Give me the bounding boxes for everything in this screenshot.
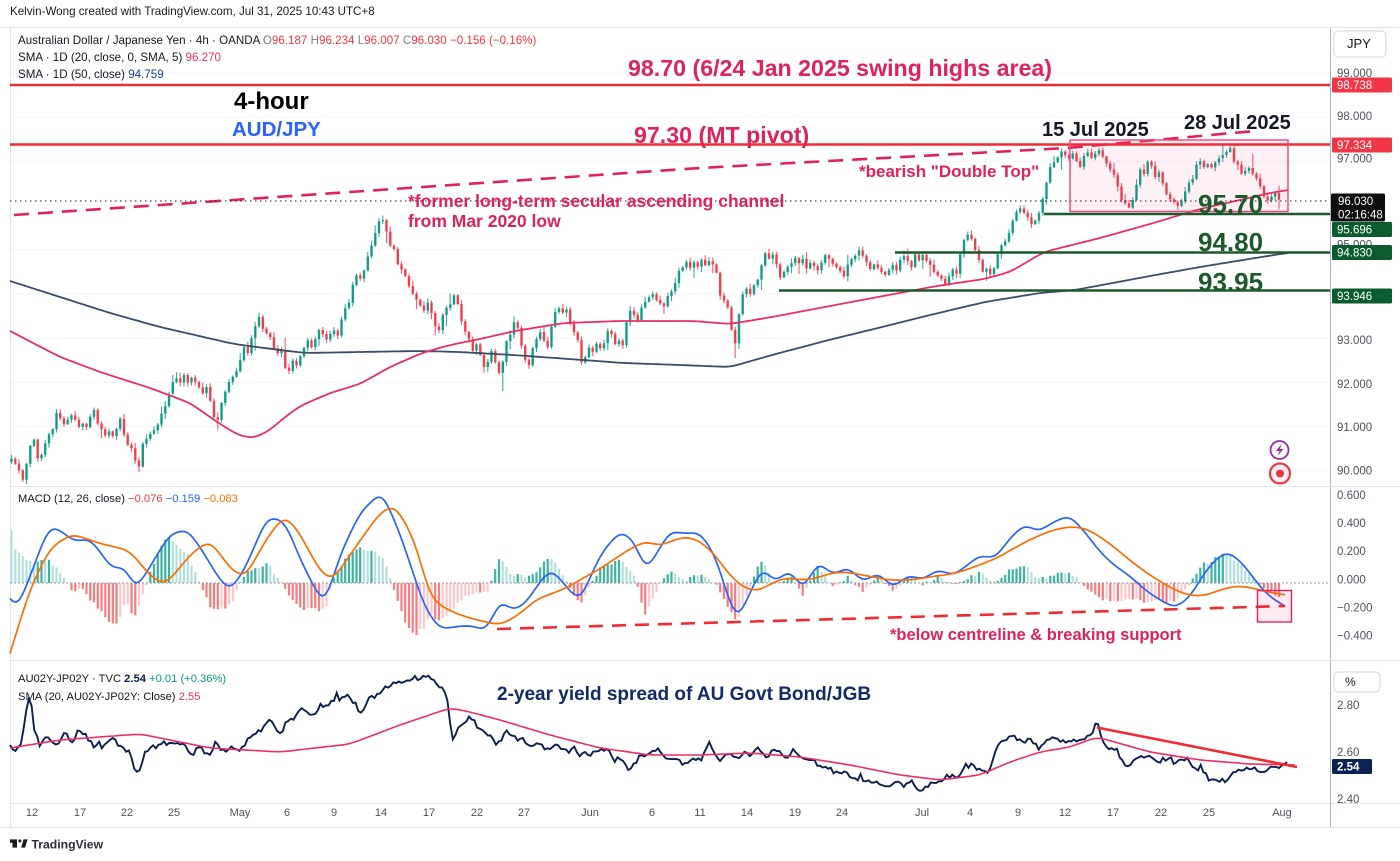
svg-text:96.030: 96.030 [1338,196,1373,208]
svg-text:14: 14 [375,807,387,819]
svg-text:4-hour: 4-hour [234,88,309,115]
svg-text:97.000: 97.000 [1337,154,1372,166]
svg-text:92.000: 92.000 [1337,379,1372,391]
svg-text:28 Jul 2025: 28 Jul 2025 [1184,112,1291,134]
svg-text:*bearish "Double Top": *bearish "Double Top" [859,162,1039,181]
svg-text:02:16:48: 02:16:48 [1338,210,1383,222]
svg-text:4: 4 [967,807,973,819]
svg-text:9: 9 [1015,807,1021,819]
svg-text:−0.200: −0.200 [1337,603,1373,615]
svg-text:15 Jul 2025: 15 Jul 2025 [1042,119,1149,141]
svg-text:JPY: JPY [1347,36,1371,51]
svg-text:95.70: 95.70 [1198,189,1263,219]
svg-text:0.400: 0.400 [1337,518,1366,530]
svg-text:17: 17 [1107,807,1119,819]
svg-text:6: 6 [649,807,655,819]
svg-text:TradingView: TradingView [32,838,104,852]
svg-text:SMA · 1D (20, close, 0, SMA, 5: SMA · 1D (20, close, 0, SMA, 5) 96.270 [18,51,221,64]
svg-text:SMA · 1D (50, close) 94.759: SMA · 1D (50, close) 94.759 [18,68,164,81]
svg-text:93.000: 93.000 [1337,335,1372,347]
svg-text:98.70 (6/24 Jan 2025 swing hig: 98.70 (6/24 Jan 2025 swing highs area) [628,55,1052,81]
svg-text:AU02Y-JP02Y · TVC 2.54 +0.01 (: AU02Y-JP02Y · TVC 2.54 +0.01 (+0.36%) [18,673,226,685]
svg-text:2.80: 2.80 [1337,700,1359,712]
svg-text:24: 24 [836,807,848,819]
svg-text:97.30 (MT pivot): 97.30 (MT pivot) [634,122,809,148]
svg-text:2.54: 2.54 [1337,762,1360,774]
svg-text:22: 22 [121,807,133,819]
svg-text:17: 17 [423,807,435,819]
svg-text:19: 19 [789,807,801,819]
svg-text:99.000: 99.000 [1337,68,1372,80]
svg-text:0.600: 0.600 [1337,490,1366,502]
svg-text:14: 14 [741,807,753,819]
svg-text:98.000: 98.000 [1337,111,1372,123]
svg-text:91.000: 91.000 [1337,422,1372,434]
svg-text:98.738: 98.738 [1337,80,1372,92]
svg-text:Aug: Aug [1272,807,1292,819]
svg-text:−0.400: −0.400 [1337,631,1373,643]
svg-text:%: % [1345,675,1356,689]
svg-text:0.200: 0.200 [1337,546,1366,558]
svg-text:12: 12 [26,807,38,819]
svg-text:Jul: Jul [915,807,929,819]
svg-text:93.946: 93.946 [1337,291,1372,303]
svg-text:95.696: 95.696 [1337,225,1372,237]
svg-text:25: 25 [1203,807,1215,819]
svg-text:*below centreline & breaking s: *below centreline & breaking support [890,626,1182,644]
svg-text:22: 22 [471,807,483,819]
svg-text:94.830: 94.830 [1337,248,1372,260]
svg-text:Australian Dollar / Japanese Y: Australian Dollar / Japanese Yen · 4h · … [18,34,536,47]
svg-text:2.60: 2.60 [1337,747,1359,759]
svg-text:90.000: 90.000 [1337,466,1372,478]
svg-text:from Mar 2020 low: from Mar 2020 low [408,211,561,231]
svg-text:9: 9 [331,807,337,819]
svg-text:22: 22 [1155,807,1167,819]
svg-text:MACD (12, 26, close) −0.076 −0: MACD (12, 26, close) −0.076 −0.159 −0.08… [18,493,238,505]
svg-text:0.000: 0.000 [1337,575,1366,587]
svg-text:94.80: 94.80 [1198,227,1263,257]
svg-text:93.95: 93.95 [1198,267,1263,297]
svg-text:2-year yield spread of AU Govt: 2-year yield spread of AU Govt Bond/JGB [497,684,871,705]
svg-text:6: 6 [284,807,290,819]
svg-text:Jun: Jun [581,807,599,819]
svg-text:*former long-term secular asce: *former long-term secular ascending chan… [408,191,784,211]
svg-text:May: May [230,807,251,819]
svg-text:11: 11 [694,807,705,819]
svg-text:27: 27 [518,807,530,819]
svg-text:97.334: 97.334 [1337,140,1373,152]
svg-text:AUD/JPY: AUD/JPY [232,118,321,141]
svg-text:12: 12 [1059,807,1071,819]
svg-text:SMA (20, AU02Y-JP02Y: Close) 2: SMA (20, AU02Y-JP02Y: Close) 2.55 [18,691,200,703]
svg-text:17: 17 [74,807,86,819]
svg-text:25: 25 [168,807,180,819]
